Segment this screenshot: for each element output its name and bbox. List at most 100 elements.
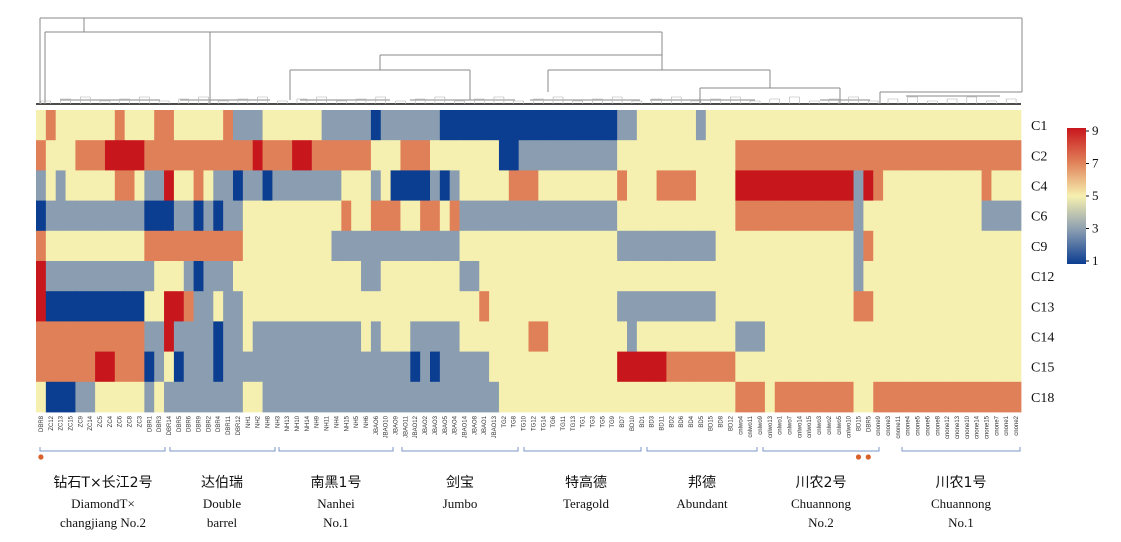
heatmap-cell [449,261,460,292]
heatmap-cell [518,261,529,292]
heatmap-cell [686,200,697,232]
heatmap-cell [892,321,904,352]
heatmap-cell [292,351,303,383]
heatmap-cell [459,321,470,352]
heatmap-cell [370,200,382,232]
heatmap-cell [390,230,401,262]
heatmap-cell [380,291,391,322]
heatmap-cell [755,230,766,262]
heatmap-cell [498,170,510,201]
heatmap-cell [242,261,254,292]
heatmap-cell [942,321,953,352]
heatmap-cell [991,170,1002,201]
heatmap-cell [695,351,707,383]
heatmap-cell [45,261,57,292]
heatmap-cell [410,351,421,383]
heatmap-cell [686,381,697,413]
heatmap-cell [971,291,982,322]
heatmap-cell [922,381,933,413]
heatmap-cell [213,381,224,413]
heatmap-cell [36,140,47,171]
heatmap-cell [85,230,96,262]
heatmap-cell [548,140,559,171]
heatmap-cell [627,291,638,322]
heatmap-cell [981,110,992,141]
heatmap-cell [420,230,431,262]
heatmap-cell [164,261,175,292]
heatmap-cell [489,321,500,352]
heatmap-cell [952,261,963,292]
heatmap-cell [173,351,185,383]
group-bracket [169,447,276,452]
heatmap-cell [705,110,717,141]
heatmap-cell [902,140,914,171]
heatmap-cell [75,321,86,352]
heatmap-cell [646,110,657,141]
dendrogram-leaf-link [690,100,702,104]
heatmap-cell [942,351,953,383]
heatmap-cell [361,351,372,383]
heatmap-cell [833,110,845,141]
heatmap-cell [469,140,480,171]
heatmap-cell [774,261,785,292]
heatmap-cell [193,261,204,292]
heatmap-cell [794,110,805,141]
group-bracket [523,447,642,452]
heatmap-cell [745,261,756,292]
heatmap-cell [164,351,175,383]
heatmap-cell [45,200,57,232]
heatmap-cell [173,170,185,201]
heatmap-cell [430,261,441,292]
heatmap-cell [567,230,579,262]
heatmap-cell [351,291,362,322]
heatmap-cell [124,170,135,201]
heatmap-cell [430,230,441,262]
column-tick-label: ZC9 [78,415,84,427]
heatmap-cell [538,321,549,352]
heatmap-cell [922,261,933,292]
heatmap-cell [380,351,391,383]
heatmap-cell [1001,351,1012,383]
heatmap-cell [843,291,854,322]
dendrogram-leaf-link [828,98,840,104]
heatmap-cell [567,351,579,383]
heatmap-cell [627,110,638,141]
heatmap-cell [981,291,992,322]
heatmap-cell [311,381,323,413]
heatmap-cell [892,351,904,383]
group-bracket [401,447,519,452]
column-dendrogram [36,17,1023,105]
heatmap-cell [95,200,106,232]
heatmap-cell [430,110,441,141]
heatmap-cell [508,291,520,322]
heatmap-cell [932,291,943,322]
heatmap-cell [814,261,825,292]
heatmap-cell [518,381,529,413]
heatmap-cell [498,110,510,141]
column-tick-label: cnone9 [876,415,882,435]
heatmap-cell [814,381,825,413]
group-label-cn: 剑宝 [446,475,474,491]
heatmap-cell [755,261,766,292]
column-tick-label: TG14 [541,415,547,431]
heatmap-cell [961,291,973,322]
heatmap-cell [380,110,391,141]
dendrogram-leaf-link [257,96,268,104]
heatmap-cell [400,291,411,322]
heatmap-cell [292,110,303,141]
heatmap-cell [577,381,588,413]
column-tick-label: BD1 [640,415,646,427]
heatmap-cell [400,230,411,262]
heatmap-cell [331,110,342,141]
heatmap-cell [961,110,973,141]
heatmap-cell [528,291,539,322]
heatmap-cell [715,230,726,262]
heatmap-cell [745,110,756,141]
heatmap-cell [971,110,982,141]
heatmap-cell [36,110,47,141]
group-bracket [762,447,880,452]
heatmap-cell [351,351,362,383]
heatmap-cell [439,170,451,201]
heatmap-cell [686,291,697,322]
heatmap-cell [439,291,451,322]
